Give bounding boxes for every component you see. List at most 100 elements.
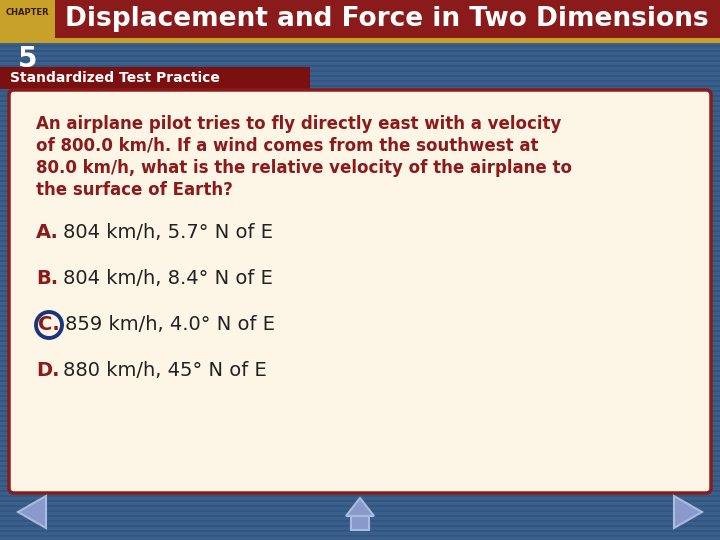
FancyBboxPatch shape: [0, 125, 720, 127]
FancyBboxPatch shape: [0, 515, 720, 517]
FancyBboxPatch shape: [0, 150, 720, 152]
FancyBboxPatch shape: [0, 190, 720, 192]
FancyBboxPatch shape: [0, 155, 720, 157]
FancyBboxPatch shape: [0, 200, 720, 202]
FancyBboxPatch shape: [0, 0, 720, 38]
FancyBboxPatch shape: [0, 185, 720, 187]
FancyBboxPatch shape: [0, 320, 720, 322]
FancyBboxPatch shape: [0, 375, 720, 377]
FancyBboxPatch shape: [0, 38, 720, 43]
FancyBboxPatch shape: [0, 0, 55, 38]
Text: CHAPTER: CHAPTER: [6, 8, 49, 17]
FancyBboxPatch shape: [0, 85, 720, 87]
FancyBboxPatch shape: [0, 335, 720, 337]
FancyBboxPatch shape: [351, 516, 369, 530]
FancyBboxPatch shape: [0, 510, 720, 512]
FancyBboxPatch shape: [0, 160, 720, 162]
FancyBboxPatch shape: [0, 485, 720, 487]
FancyBboxPatch shape: [0, 450, 720, 452]
FancyBboxPatch shape: [0, 330, 720, 332]
FancyBboxPatch shape: [0, 265, 720, 267]
FancyBboxPatch shape: [0, 275, 720, 277]
Text: C.: C.: [38, 315, 60, 334]
FancyBboxPatch shape: [0, 215, 720, 217]
FancyBboxPatch shape: [0, 535, 720, 537]
FancyBboxPatch shape: [0, 35, 720, 37]
Text: of 800.0 km/h. If a wind comes from the southwest at: of 800.0 km/h. If a wind comes from the …: [36, 137, 539, 155]
FancyBboxPatch shape: [0, 360, 720, 362]
Text: An airplane pilot tries to fly directly east with a velocity: An airplane pilot tries to fly directly …: [36, 115, 562, 133]
FancyBboxPatch shape: [0, 5, 720, 7]
FancyBboxPatch shape: [0, 310, 720, 312]
FancyBboxPatch shape: [0, 60, 720, 62]
FancyBboxPatch shape: [0, 340, 720, 342]
FancyBboxPatch shape: [0, 390, 720, 392]
FancyBboxPatch shape: [0, 465, 720, 467]
FancyBboxPatch shape: [0, 260, 720, 262]
FancyBboxPatch shape: [0, 345, 720, 347]
FancyBboxPatch shape: [0, 115, 720, 117]
FancyBboxPatch shape: [0, 455, 720, 457]
FancyBboxPatch shape: [0, 10, 720, 12]
FancyBboxPatch shape: [0, 405, 720, 407]
Text: 80.0 km/h, what is the relative velocity of the airplane to: 80.0 km/h, what is the relative velocity…: [36, 159, 572, 177]
FancyBboxPatch shape: [0, 385, 720, 387]
FancyBboxPatch shape: [0, 490, 720, 492]
FancyBboxPatch shape: [0, 400, 720, 402]
Text: 5: 5: [18, 45, 37, 73]
FancyBboxPatch shape: [0, 245, 720, 247]
FancyBboxPatch shape: [0, 130, 720, 132]
FancyBboxPatch shape: [0, 55, 720, 57]
Polygon shape: [346, 498, 374, 516]
FancyBboxPatch shape: [0, 170, 720, 172]
FancyBboxPatch shape: [0, 80, 720, 82]
FancyBboxPatch shape: [9, 90, 711, 493]
FancyBboxPatch shape: [0, 165, 720, 167]
FancyBboxPatch shape: [0, 530, 720, 532]
FancyBboxPatch shape: [0, 280, 720, 282]
FancyBboxPatch shape: [0, 145, 720, 147]
FancyBboxPatch shape: [0, 110, 720, 112]
FancyBboxPatch shape: [0, 25, 720, 27]
Polygon shape: [674, 496, 702, 528]
FancyBboxPatch shape: [0, 15, 720, 17]
Text: 804 km/h, 8.4° N of E: 804 km/h, 8.4° N of E: [63, 269, 273, 288]
FancyBboxPatch shape: [0, 505, 720, 507]
Text: 859 km/h, 4.0° N of E: 859 km/h, 4.0° N of E: [65, 315, 275, 334]
FancyBboxPatch shape: [0, 440, 720, 442]
Text: 880 km/h, 45° N of E: 880 km/h, 45° N of E: [63, 361, 266, 381]
FancyBboxPatch shape: [0, 285, 720, 287]
FancyBboxPatch shape: [0, 65, 720, 67]
FancyBboxPatch shape: [0, 255, 720, 257]
FancyBboxPatch shape: [0, 315, 720, 317]
Text: Displacement and Force in Two Dimensions: Displacement and Force in Two Dimensions: [65, 6, 708, 32]
FancyBboxPatch shape: [0, 40, 720, 42]
FancyBboxPatch shape: [0, 355, 720, 357]
FancyBboxPatch shape: [0, 225, 720, 227]
FancyBboxPatch shape: [0, 67, 310, 89]
FancyBboxPatch shape: [0, 420, 720, 422]
FancyBboxPatch shape: [0, 300, 720, 302]
FancyBboxPatch shape: [0, 105, 720, 107]
FancyBboxPatch shape: [0, 0, 720, 2]
FancyBboxPatch shape: [0, 30, 720, 32]
FancyBboxPatch shape: [0, 175, 720, 177]
FancyBboxPatch shape: [0, 270, 720, 272]
FancyBboxPatch shape: [0, 95, 720, 97]
FancyBboxPatch shape: [0, 250, 720, 252]
FancyBboxPatch shape: [0, 295, 720, 297]
FancyBboxPatch shape: [0, 230, 720, 232]
FancyBboxPatch shape: [0, 325, 720, 327]
Text: the surface of Earth?: the surface of Earth?: [36, 181, 233, 199]
FancyBboxPatch shape: [0, 460, 720, 462]
FancyBboxPatch shape: [0, 140, 720, 142]
FancyBboxPatch shape: [0, 210, 720, 212]
FancyBboxPatch shape: [0, 470, 720, 472]
Text: D.: D.: [36, 361, 60, 381]
FancyBboxPatch shape: [0, 365, 720, 367]
FancyBboxPatch shape: [0, 45, 720, 47]
FancyBboxPatch shape: [0, 525, 720, 527]
FancyBboxPatch shape: [0, 410, 720, 412]
FancyBboxPatch shape: [0, 180, 720, 182]
Text: B.: B.: [36, 269, 58, 288]
